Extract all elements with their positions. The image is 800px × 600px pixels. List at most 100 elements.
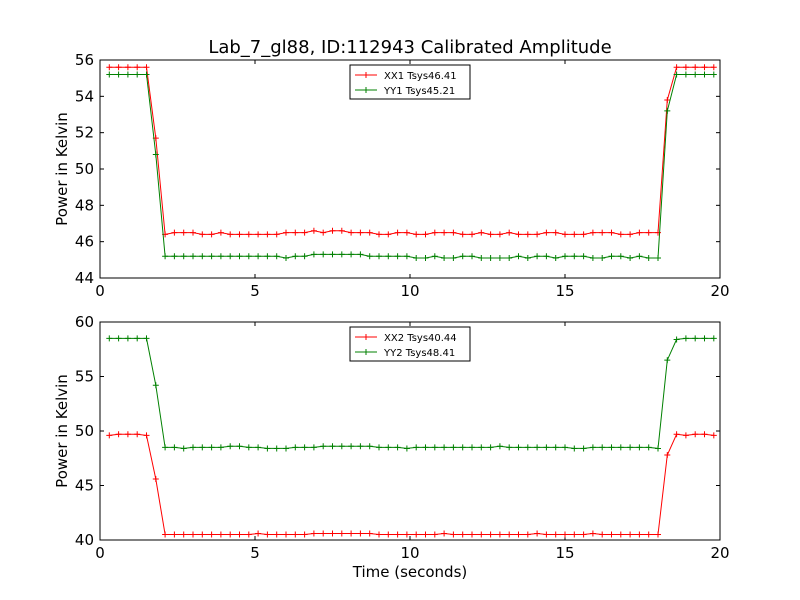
data-point	[469, 253, 475, 260]
data-point	[283, 531, 289, 538]
data-point	[617, 444, 624, 451]
y-tick-label: 55	[75, 368, 94, 386]
plot-frame	[99, 321, 721, 541]
legend-marker	[363, 72, 369, 78]
data-point	[143, 432, 150, 439]
data-point	[152, 151, 159, 158]
data-point	[171, 229, 178, 236]
data-point	[422, 255, 429, 262]
data-point	[124, 335, 131, 342]
data-point	[106, 64, 113, 71]
data-point	[310, 444, 317, 451]
legend-box	[349, 64, 471, 100]
legend: XX1 Tsys46.41 YY1 Tsys45.21	[349, 64, 471, 100]
data-point	[292, 253, 299, 260]
data-point	[450, 229, 457, 236]
data-point	[552, 444, 559, 451]
data-point	[478, 531, 485, 538]
data-point	[301, 444, 308, 451]
data-point	[180, 253, 187, 260]
data-point	[441, 444, 448, 451]
data-point	[469, 231, 475, 238]
data-point	[627, 531, 634, 538]
top-panel: 0 5 10 15 20 44 46 48 50 52 54 56 Power in Kelvin XX1…	[53, 51, 730, 300]
data-point	[264, 445, 271, 452]
data-point	[543, 253, 550, 260]
data-point	[124, 64, 131, 71]
data-point	[562, 531, 568, 538]
data-point	[264, 231, 271, 238]
data-point	[124, 431, 131, 438]
data-point	[506, 531, 513, 538]
data-point	[162, 531, 169, 538]
data-point	[227, 253, 234, 260]
y-tick-label: 50	[75, 160, 94, 178]
data-point	[320, 251, 327, 258]
data-point	[162, 253, 169, 260]
x-tick-label: 20	[710, 544, 729, 562]
data-point	[673, 71, 680, 78]
data-point	[431, 229, 438, 236]
y-tick-label: 44	[75, 269, 94, 287]
data-point	[190, 531, 196, 538]
y-tick-label: 50	[75, 422, 94, 440]
data-point	[208, 253, 215, 260]
data-point	[394, 253, 401, 260]
data-point	[441, 530, 448, 537]
data-point	[608, 229, 615, 236]
data-point	[580, 253, 587, 260]
data-point	[441, 229, 448, 236]
data-point	[599, 444, 606, 451]
data-point	[450, 531, 457, 538]
data-point	[171, 253, 178, 260]
x-tick-label: 5	[250, 544, 260, 562]
data-point	[450, 255, 457, 262]
data-point	[599, 229, 606, 236]
y-tick-label: 52	[75, 124, 94, 142]
data-point	[534, 530, 541, 537]
data-point	[320, 443, 327, 450]
data-point	[245, 531, 252, 538]
data-point	[636, 253, 643, 260]
data-point	[655, 255, 661, 262]
y-tick-label: 60	[75, 313, 94, 331]
data-point	[394, 229, 401, 236]
data-point	[115, 431, 122, 438]
data-point	[571, 231, 578, 238]
data-point	[692, 71, 699, 78]
data-point	[320, 530, 327, 537]
data-point	[245, 231, 252, 238]
data-point	[106, 432, 113, 439]
data-point	[310, 227, 317, 234]
data-point	[589, 530, 596, 537]
data-point	[431, 531, 438, 538]
data-point	[310, 251, 317, 258]
data-point	[162, 444, 169, 451]
data-point	[534, 444, 541, 451]
data-point	[571, 445, 578, 452]
data-point	[366, 253, 373, 260]
data-point	[245, 253, 252, 260]
data-point	[431, 444, 438, 451]
data-point	[329, 251, 336, 258]
data-point	[106, 71, 113, 78]
data-point	[134, 71, 141, 78]
data-point	[701, 71, 708, 78]
data-point	[208, 531, 215, 538]
data-point	[506, 444, 513, 451]
data-point	[180, 531, 187, 538]
data-point	[701, 431, 708, 438]
data-point	[236, 231, 243, 238]
data-point	[645, 444, 652, 451]
data-point	[459, 531, 466, 538]
data-point	[255, 444, 262, 451]
data-point	[292, 531, 299, 538]
data-point	[376, 444, 382, 451]
data-point	[255, 231, 262, 238]
data-point	[134, 64, 141, 71]
data-point	[692, 335, 699, 342]
data-point	[636, 229, 643, 236]
data-point	[496, 255, 503, 262]
data-point	[682, 64, 689, 71]
data-point	[227, 531, 234, 538]
